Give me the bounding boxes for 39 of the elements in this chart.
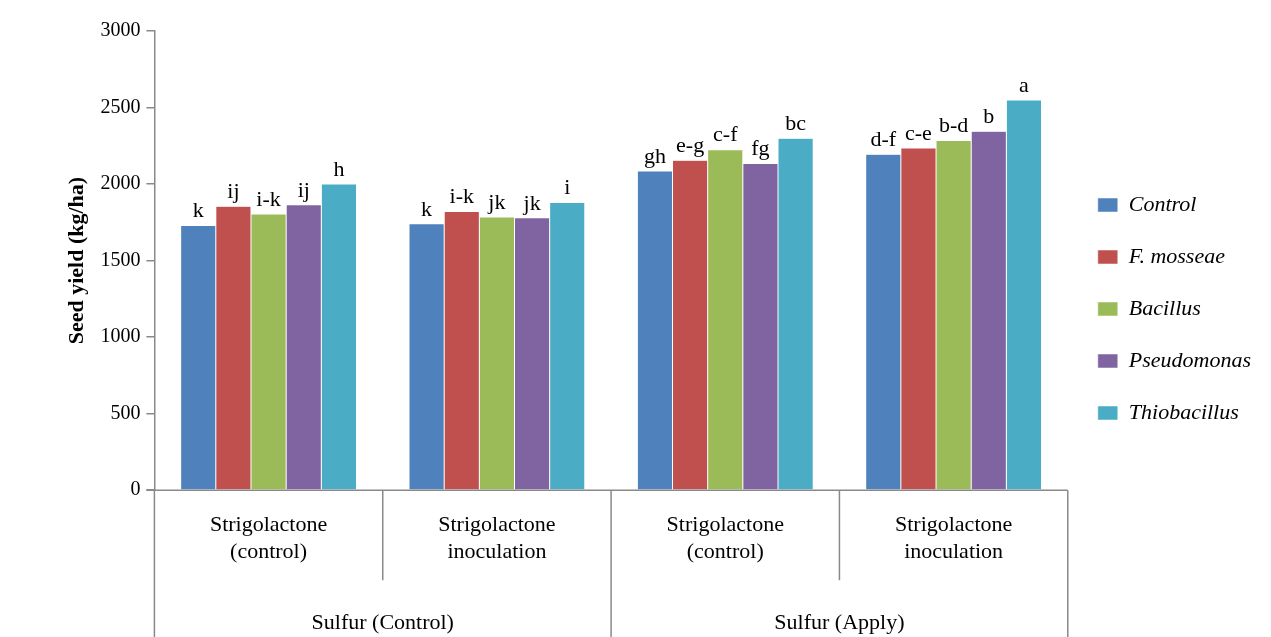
- data-label: c-f: [713, 121, 739, 147]
- x-tick-label: Strigolactone (control): [666, 511, 784, 563]
- data-label: jk: [487, 188, 506, 214]
- y-tick-label: 1000: [100, 324, 141, 347]
- legend-label: F. mosseae: [1127, 242, 1226, 268]
- data-label: k: [192, 197, 204, 223]
- legend-label: Bacillus: [1128, 294, 1201, 320]
- y-axis-title: Seed yield (kg/ha): [62, 176, 88, 345]
- y-tick-label: 2500: [100, 94, 141, 117]
- data-label: i-k: [449, 183, 474, 209]
- data-label: b: [983, 103, 995, 129]
- legend-label: Pseudomonas: [1127, 346, 1251, 372]
- data-label: i-k: [256, 185, 281, 211]
- y-tick-label: 0: [130, 477, 141, 500]
- data-label: fg: [751, 135, 770, 161]
- x-tick-label: Strigolactone inoculation: [894, 511, 1013, 563]
- text: Sulfur (Apply): [774, 608, 905, 634]
- y-tick-label: 3000: [100, 18, 141, 41]
- data-label: ij: [227, 178, 240, 204]
- y-tick-label: 2000: [100, 171, 141, 194]
- data-label: e-g: [676, 132, 705, 158]
- data-label: a: [1019, 71, 1030, 97]
- legend-label: Thiobacillus: [1128, 398, 1239, 424]
- data-label: k: [421, 195, 433, 221]
- y-tick-label: 500: [110, 400, 141, 423]
- y-tick-label: 1500: [100, 247, 141, 270]
- text: Sulfur (Control): [311, 608, 454, 634]
- data-label: gh: [643, 142, 666, 168]
- data-label: h: [333, 155, 345, 181]
- data-label: ij: [297, 176, 310, 202]
- data-label: d-f: [870, 126, 897, 151]
- data-label: c-e: [905, 119, 932, 145]
- data-label: i: [564, 174, 571, 200]
- data-label: b-d: [938, 112, 969, 138]
- x-tick-label: Strigolactone inoculation: [438, 511, 556, 563]
- data-label: bc: [785, 109, 807, 135]
- legend-label: Control: [1128, 190, 1197, 216]
- data-label: jk: [522, 189, 541, 215]
- x-tick-label: Strigolactone (control): [209, 511, 328, 563]
